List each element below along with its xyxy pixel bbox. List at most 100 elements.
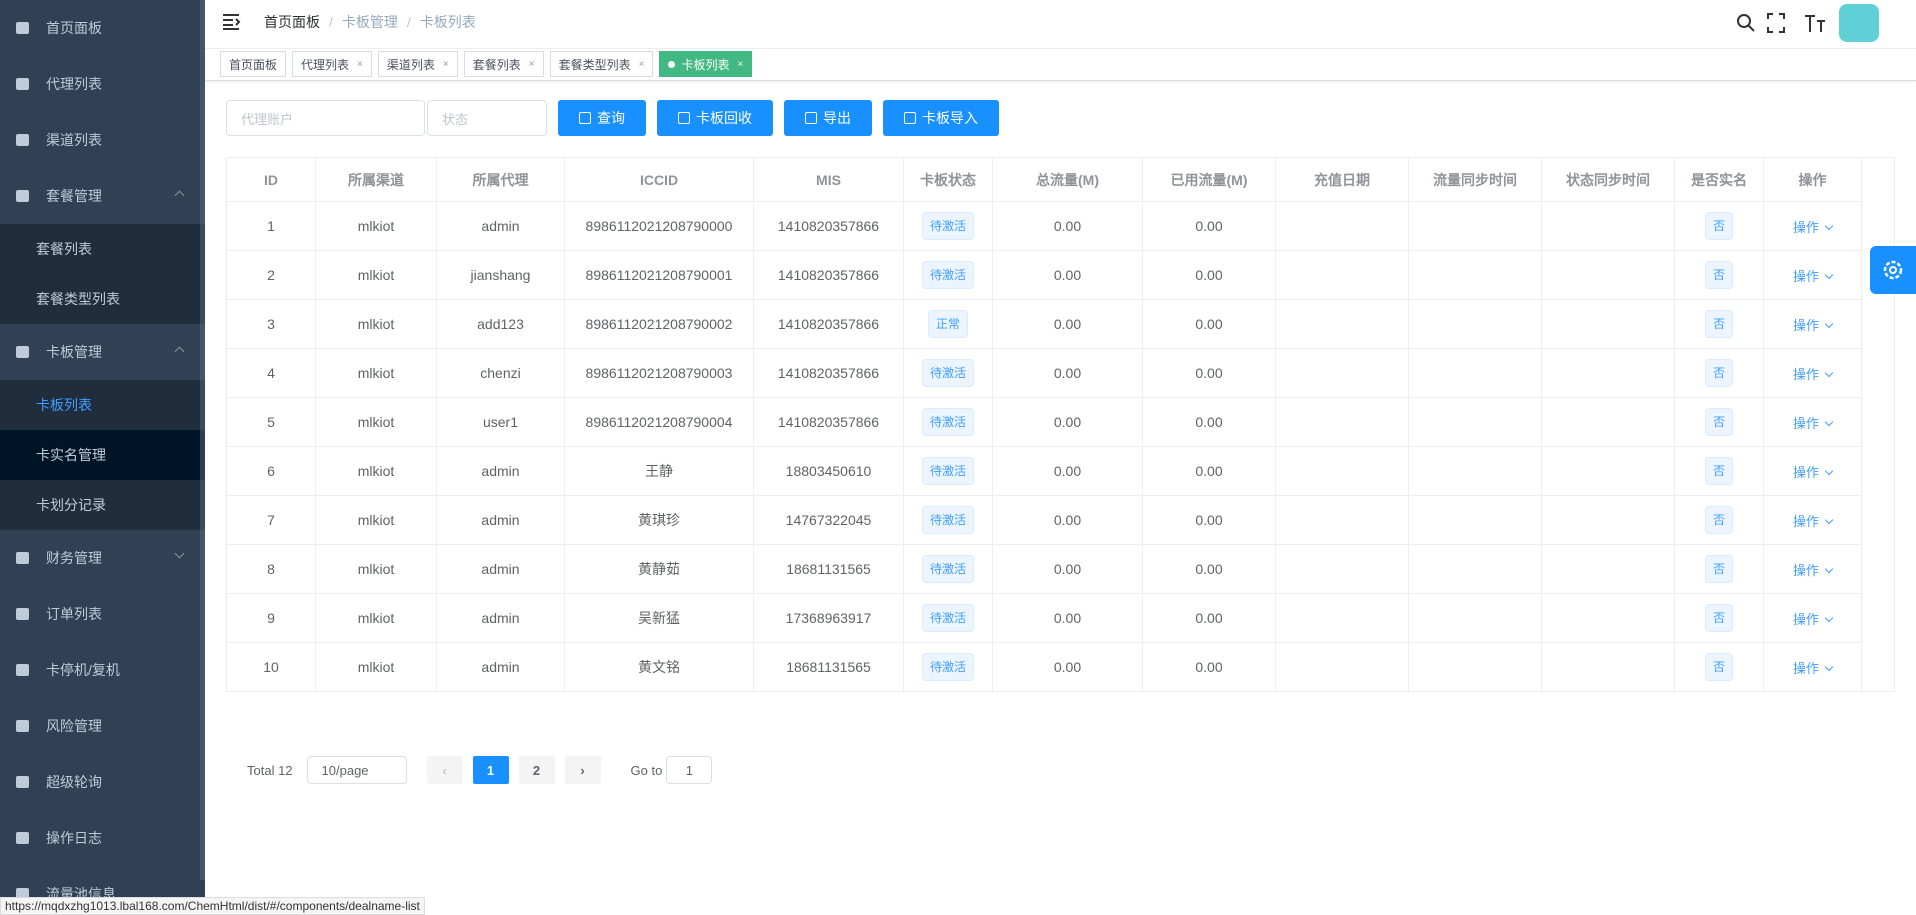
table-cell: 6 — [226, 446, 316, 496]
action-dropdown[interactable]: 操作 — [1793, 465, 1832, 480]
realname-tag: 否 — [1704, 555, 1733, 583]
table-cell — [1408, 201, 1542, 251]
tag[interactable]: 渠道列表 × — [377, 51, 458, 77]
action-dropdown[interactable]: 操作 — [1793, 661, 1832, 676]
action-dropdown[interactable]: 操作 — [1793, 318, 1832, 333]
table-cell: mlkiot — [315, 201, 437, 251]
realname-tag: 否 — [1704, 359, 1733, 387]
tag-label: 渠道列表 — [386, 57, 435, 72]
table-row: 5 mlkiot user1 8986112021208790004 141082035… — [226, 397, 1862, 447]
tag[interactable]: 套餐类型列表 × — [549, 51, 654, 77]
table-cell: 操作 — [1763, 495, 1862, 545]
table-cell: 0.00 — [992, 299, 1143, 349]
menu-item[interactable]: 财务管理 — [0, 530, 205, 586]
tag[interactable]: 代理列表 × — [292, 51, 372, 77]
avatar[interactable] — [1839, 4, 1879, 42]
hamburger[interactable] — [223, 14, 241, 30]
menu-label: 代理列表 — [46, 76, 102, 92]
menu-item[interactable]: 渠道列表 — [0, 112, 205, 168]
table-cell — [1541, 544, 1675, 594]
menu-item[interactable]: 订单列表 — [0, 586, 205, 642]
table-cell: 待激活 — [903, 593, 993, 643]
page-number[interactable]: 2 — [518, 756, 555, 784]
menu-item[interactable]: 套餐管理 — [0, 168, 205, 224]
action-dropdown[interactable]: 操作 — [1793, 220, 1832, 235]
tag-close[interactable]: × — [737, 58, 744, 70]
breadcrumb-item[interactable]: 卡板管理 — [320, 12, 398, 32]
page-number[interactable]: 1 — [472, 756, 509, 784]
table-cell: 2 — [226, 250, 316, 300]
tag-label: 套餐列表 — [472, 57, 521, 72]
table-cell: 8986112021208790003 — [564, 348, 754, 398]
status-select[interactable]: 状态 — [427, 100, 547, 136]
table-cell: 否 — [1674, 593, 1764, 643]
table-cell: 0.00 — [1142, 544, 1276, 594]
tag[interactable]: 首页面板 — [220, 51, 287, 77]
pagination: Total 12 10/page ‹ 1 2 › Go to 1 — [247, 756, 713, 784]
submenu-item[interactable]: 卡实名管理 — [0, 430, 205, 480]
agent-input[interactable]: 代理账户 — [226, 100, 425, 136]
submenu-item[interactable]: 套餐类型列表 — [0, 274, 205, 324]
table-cell: 0.00 — [992, 397, 1143, 447]
table-cell: 黄静茹 — [564, 544, 754, 594]
realname-tag: 否 — [1704, 408, 1733, 436]
action-dropdown[interactable]: 操作 — [1793, 612, 1832, 627]
table-cell: 18681131565 — [753, 544, 904, 594]
header-cell: 已用流量(M) — [1142, 157, 1276, 202]
table-cell: 否 — [1674, 544, 1764, 594]
menu-item[interactable]: 卡停机/复机 — [0, 642, 205, 698]
menu-item[interactable]: 超级轮询 — [0, 754, 205, 810]
table-cell: 否 — [1674, 446, 1764, 496]
page-size[interactable]: 10/page — [306, 756, 407, 784]
breadcrumb-item[interactable]: 首页面板 — [264, 14, 320, 30]
toolbar-icons[interactable] — [1735, 12, 1845, 34]
table-cell — [1275, 299, 1409, 349]
status-tag: 正常 — [927, 310, 968, 338]
goto-input[interactable]: 1 — [666, 756, 713, 784]
tag-close[interactable]: × — [357, 58, 363, 70]
submenu-item[interactable]: 卡板列表 — [0, 380, 205, 430]
table-cell: admin — [436, 495, 565, 545]
menu-icon — [16, 608, 29, 620]
submenu-item[interactable]: 套餐列表 — [0, 224, 205, 274]
table-cell — [1541, 397, 1675, 447]
table-cell: 否 — [1674, 299, 1764, 349]
tag[interactable]: 卡板列表 × — [659, 51, 753, 77]
action-dropdown[interactable]: 操作 — [1793, 367, 1832, 382]
search-button[interactable]: 导出 — [784, 100, 872, 136]
menu-arrow — [174, 548, 185, 559]
table-cell: mlkiot — [315, 397, 437, 447]
menu-item[interactable]: 风险管理 — [0, 698, 205, 754]
next-page[interactable]: › — [564, 756, 601, 784]
menu-icon — [16, 134, 29, 146]
realname-tag: 否 — [1704, 653, 1733, 681]
table-cell: 8 — [226, 544, 316, 594]
tag-close[interactable]: × — [638, 58, 645, 70]
status-tag: 待激活 — [921, 261, 974, 289]
action-dropdown[interactable]: 操作 — [1793, 563, 1832, 578]
tag-label: 套餐类型列表 — [558, 57, 631, 72]
action-dropdown[interactable]: 操作 — [1793, 269, 1832, 284]
action-dropdown[interactable]: 操作 — [1793, 514, 1832, 529]
tag-close[interactable]: × — [528, 58, 535, 70]
table-cell: 4 — [226, 348, 316, 398]
search-button[interactable]: 卡板回收 — [657, 100, 773, 136]
menu-item[interactable]: 操作日志 — [0, 810, 205, 866]
search-button[interactable]: 卡板导入 — [883, 100, 999, 136]
table-cell: 1410820357866 — [753, 348, 904, 398]
menu-item[interactable]: 卡板管理 — [0, 324, 205, 380]
tag[interactable]: 套餐列表 × — [463, 51, 544, 77]
table-cell — [1541, 299, 1675, 349]
action-dropdown[interactable]: 操作 — [1793, 416, 1832, 431]
table-cell: 1410820357866 — [753, 201, 904, 251]
menu-item[interactable]: 代理列表 — [0, 56, 205, 112]
table-cell: 0.00 — [1142, 397, 1276, 447]
menu-label: 卡停机/复机 — [46, 662, 120, 678]
prev-page[interactable]: ‹ — [426, 756, 463, 784]
table-cell: 0.00 — [1142, 201, 1276, 251]
tag-close[interactable]: × — [442, 58, 449, 70]
search-button[interactable]: 查询 — [558, 100, 646, 136]
menu-item[interactable]: 首页面板 — [0, 0, 205, 56]
submenu-item[interactable]: 卡划分记录 — [0, 480, 205, 530]
settings-button[interactable] — [1870, 246, 1916, 294]
